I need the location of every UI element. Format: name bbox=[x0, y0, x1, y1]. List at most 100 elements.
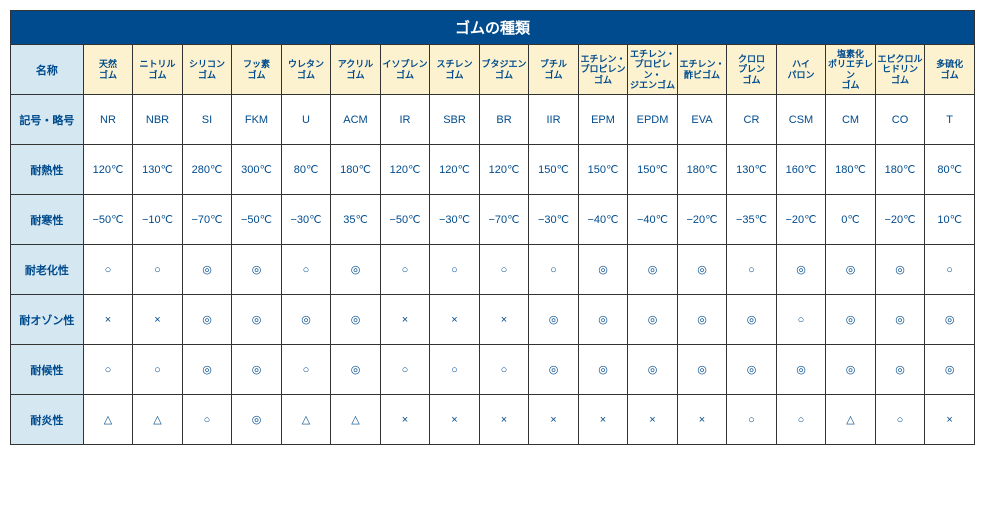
cell: ○ bbox=[727, 245, 777, 295]
cell: CR bbox=[727, 95, 777, 145]
cell: ◎ bbox=[776, 345, 826, 395]
cell: ◎ bbox=[232, 345, 282, 395]
header-material-16: 塩素化ポリエチレンゴム bbox=[826, 45, 876, 95]
cell: −40℃ bbox=[628, 195, 678, 245]
cell: △ bbox=[331, 395, 381, 445]
cell: ◎ bbox=[628, 345, 678, 395]
cell: ○ bbox=[776, 295, 826, 345]
cell: ◎ bbox=[529, 295, 579, 345]
cell: ◎ bbox=[925, 295, 975, 345]
table-row: 耐寒性−50℃−10℃−70℃−50℃−30℃35℃−50℃−30℃−70℃−3… bbox=[11, 195, 975, 245]
cell: ◎ bbox=[776, 245, 826, 295]
cell: ○ bbox=[281, 345, 331, 395]
cell: ◎ bbox=[826, 245, 876, 295]
cell: ◎ bbox=[578, 345, 628, 395]
cell: ○ bbox=[380, 245, 430, 295]
cell: ◎ bbox=[677, 245, 727, 295]
cell: ◎ bbox=[677, 345, 727, 395]
table-row: 耐オゾン性××◎◎◎◎×××◎◎◎◎◎○◎◎◎ bbox=[11, 295, 975, 345]
row-label: 耐オゾン性 bbox=[11, 295, 84, 345]
row-label: 耐老化性 bbox=[11, 245, 84, 295]
cell: 150℃ bbox=[529, 145, 579, 195]
cell: △ bbox=[826, 395, 876, 445]
cell: CM bbox=[826, 95, 876, 145]
header-material-4: フッ素ゴム bbox=[232, 45, 282, 95]
header-material-1: 天然ゴム bbox=[83, 45, 133, 95]
cell: CSM bbox=[776, 95, 826, 145]
table-row: 耐候性○○◎◎○◎○○○◎◎◎◎◎◎◎◎◎ bbox=[11, 345, 975, 395]
cell: ○ bbox=[133, 245, 183, 295]
cell: ○ bbox=[479, 245, 529, 295]
cell: T bbox=[925, 95, 975, 145]
rubber-properties-table: 名称天然ゴムニトリルゴムシリコンゴムフッ素ゴムウレタンゴムアクリルゴムイソプレン… bbox=[10, 44, 975, 445]
cell: U bbox=[281, 95, 331, 145]
cell: −35℃ bbox=[727, 195, 777, 245]
cell: 180℃ bbox=[826, 145, 876, 195]
cell: 35℃ bbox=[331, 195, 381, 245]
cell: BR bbox=[479, 95, 529, 145]
cell: ○ bbox=[430, 345, 480, 395]
header-material-6: アクリルゴム bbox=[331, 45, 381, 95]
cell: −20℃ bbox=[677, 195, 727, 245]
cell: × bbox=[380, 295, 430, 345]
table-title: ゴムの種類 bbox=[10, 10, 975, 44]
cell: CO bbox=[875, 95, 925, 145]
cell: △ bbox=[83, 395, 133, 445]
cell: SBR bbox=[430, 95, 480, 145]
cell: 280℃ bbox=[182, 145, 232, 195]
cell: −70℃ bbox=[479, 195, 529, 245]
cell: ○ bbox=[727, 395, 777, 445]
header-material-3: シリコンゴム bbox=[182, 45, 232, 95]
row-label: 耐寒性 bbox=[11, 195, 84, 245]
cell: −30℃ bbox=[529, 195, 579, 245]
cell: ◎ bbox=[578, 245, 628, 295]
cell: 80℃ bbox=[281, 145, 331, 195]
table-row: 耐炎性△△○◎△△×××××××○○△○× bbox=[11, 395, 975, 445]
cell: × bbox=[133, 295, 183, 345]
cell: 80℃ bbox=[925, 145, 975, 195]
cell: ○ bbox=[83, 345, 133, 395]
cell: −10℃ bbox=[133, 195, 183, 245]
row-label: 耐候性 bbox=[11, 345, 84, 395]
cell: NR bbox=[83, 95, 133, 145]
cell: 120℃ bbox=[479, 145, 529, 195]
cell: × bbox=[479, 395, 529, 445]
cell: 300℃ bbox=[232, 145, 282, 195]
cell: 10℃ bbox=[925, 195, 975, 245]
cell: ○ bbox=[182, 395, 232, 445]
header-row: 名称天然ゴムニトリルゴムシリコンゴムフッ素ゴムウレタンゴムアクリルゴムイソプレン… bbox=[11, 45, 975, 95]
cell: ◎ bbox=[182, 295, 232, 345]
cell: ACM bbox=[331, 95, 381, 145]
cell: ◎ bbox=[232, 395, 282, 445]
cell: ◎ bbox=[677, 295, 727, 345]
cell: ◎ bbox=[281, 295, 331, 345]
cell: 160℃ bbox=[776, 145, 826, 195]
cell: IIR bbox=[529, 95, 579, 145]
header-material-18: 多硫化ゴム bbox=[925, 45, 975, 95]
cell: 130℃ bbox=[727, 145, 777, 195]
cell: −50℃ bbox=[83, 195, 133, 245]
cell: ○ bbox=[776, 395, 826, 445]
cell: ◎ bbox=[182, 345, 232, 395]
cell: ◎ bbox=[232, 245, 282, 295]
cell: ◎ bbox=[529, 345, 579, 395]
cell: ◎ bbox=[628, 295, 678, 345]
cell: SI bbox=[182, 95, 232, 145]
cell: ◎ bbox=[727, 345, 777, 395]
cell: NBR bbox=[133, 95, 183, 145]
header-material-15: ハイパロン bbox=[776, 45, 826, 95]
cell: 0℃ bbox=[826, 195, 876, 245]
cell: ◎ bbox=[727, 295, 777, 345]
cell: ◎ bbox=[331, 245, 381, 295]
cell: −50℃ bbox=[232, 195, 282, 245]
cell: ◎ bbox=[826, 345, 876, 395]
cell: ◎ bbox=[925, 345, 975, 395]
cell: ○ bbox=[529, 245, 579, 295]
cell: ○ bbox=[875, 395, 925, 445]
cell: ◎ bbox=[331, 295, 381, 345]
cell: △ bbox=[281, 395, 331, 445]
cell: × bbox=[925, 395, 975, 445]
cell: 120℃ bbox=[83, 145, 133, 195]
cell: FKM bbox=[232, 95, 282, 145]
header-material-10: ブチルゴム bbox=[529, 45, 579, 95]
